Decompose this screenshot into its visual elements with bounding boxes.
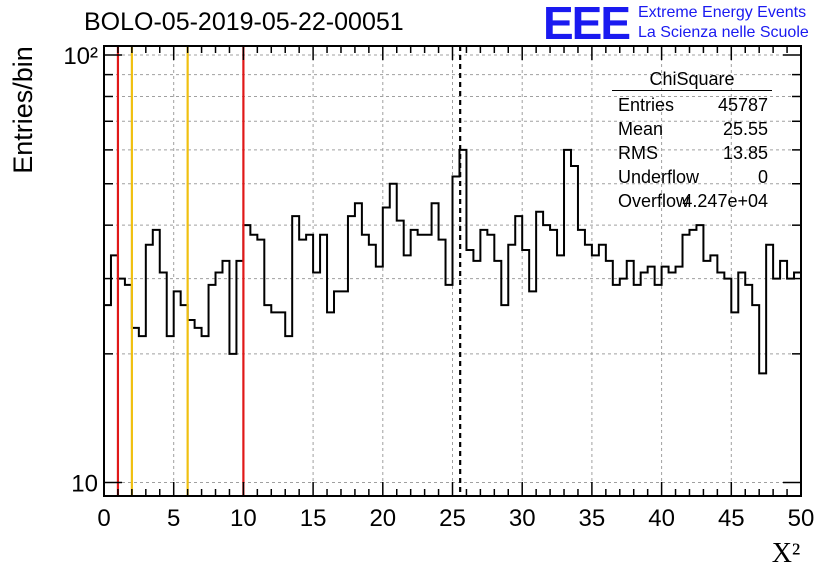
logo-subtitle-2: La Scienza nelle Scuole: [638, 24, 809, 41]
x-tick-label: 30: [509, 505, 536, 532]
y-axis-label: Entries/bin: [8, 46, 38, 174]
x-tick-label: 25: [439, 505, 466, 532]
stats-value: 45787: [717, 95, 768, 115]
stats-row: Mean 25.55: [612, 117, 772, 141]
stats-value: 4.247e+04: [682, 191, 768, 211]
stats-value: 0: [757, 167, 768, 187]
logo-subtitle-1: Extreme Energy Events: [638, 4, 807, 21]
stats-box: ChiSquare Entries 45787 Mean 25.55 RMS 1…: [612, 68, 772, 213]
x-tick-label: 40: [648, 505, 675, 532]
y-tick-label: 10²: [63, 43, 98, 70]
x-axis-label: X²: [772, 538, 801, 569]
x-tick-label: 45: [718, 505, 745, 532]
run-title: BOLO-05-2019-05-22-00051: [84, 8, 404, 36]
stats-row: RMS 13.85: [612, 141, 772, 165]
x-tick-label: 10: [230, 505, 257, 532]
stats-label: Entries: [618, 95, 675, 115]
x-tick-label: 35: [579, 505, 606, 532]
x-tick-label: 0: [97, 505, 110, 532]
stats-value: 25.55: [722, 119, 768, 139]
eee-logo-icon: EEE: [543, 0, 631, 49]
y-tick-label: 10: [71, 471, 98, 498]
axis-ticks: [103, 46, 802, 496]
stats-label: RMS: [618, 143, 658, 163]
stats-value: 13.85: [722, 143, 768, 163]
x-tick-label: 5: [167, 505, 180, 532]
stats-divider: [612, 90, 772, 91]
stats-label: Overflow: [618, 191, 690, 211]
stats-row: Overflow 4.247e+04: [612, 189, 772, 213]
x-tick-label: 20: [369, 505, 396, 532]
reference-lines: [116, 46, 462, 496]
stats-row: Entries 45787: [612, 93, 772, 117]
stats-row: Underflow 0: [612, 165, 772, 189]
stats-label: Mean: [618, 119, 664, 139]
stats-label: Underflow: [618, 167, 700, 187]
grid: [104, 46, 801, 496]
x-tick-label: 50: [788, 505, 815, 532]
tick-labels: 0 5 10 15 20 25 30 35 40 45 50 10 10²: [63, 43, 814, 532]
x-tick-label: 15: [300, 505, 327, 532]
stats-title: ChiSquare: [649, 69, 735, 89]
